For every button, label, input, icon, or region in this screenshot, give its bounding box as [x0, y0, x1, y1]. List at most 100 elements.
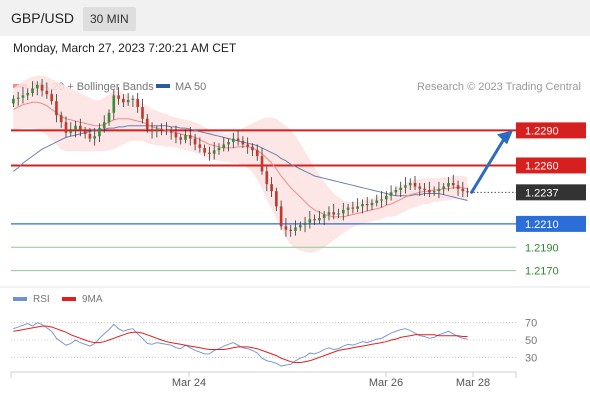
candle-body [408, 182, 412, 186]
candle-body [160, 129, 163, 131]
candle-body [117, 95, 120, 99]
x-tick-label: Mar 24 [172, 377, 206, 389]
level-tag-1.2237 [516, 184, 586, 201]
forecast-arrow-head [497, 130, 513, 145]
rsi-ma-legend-swatch [62, 297, 76, 301]
candle-body [284, 226, 288, 230]
price-tags: 1.2290 1.2260 1.2237 1.2210 1.2190 1.2170 [516, 122, 586, 278]
x-tick-label: Mar 26 [369, 377, 403, 389]
candle-body [456, 185, 460, 189]
candle-body [122, 98, 125, 103]
bollinger-band-fill [13, 75, 468, 254]
candle-body [404, 185, 407, 188]
candle-body [136, 98, 140, 108]
candle-body [399, 187, 402, 190]
rsi-legend-swatch [13, 297, 27, 301]
candle-body [232, 138, 235, 143]
candle-body [98, 128, 101, 137]
candle-body [451, 182, 455, 186]
candle-body [351, 207, 355, 209]
level-label-1.2260: 1.2260 [525, 160, 559, 172]
candle-body [413, 182, 417, 187]
candle-body [370, 202, 374, 206]
candle-body [437, 188, 441, 192]
candle-body [294, 227, 297, 231]
candle-body [155, 129, 159, 132]
candle-body [332, 212, 336, 215]
candle-body [236, 138, 240, 141]
candle-body [212, 150, 216, 154]
candle-body [208, 152, 211, 154]
candle-body [31, 88, 34, 93]
candle-body [380, 199, 383, 201]
candle-body [389, 192, 393, 196]
candle-body [432, 191, 436, 193]
rsi-line [13, 322, 468, 367]
candle-body [102, 122, 106, 129]
rsi-panel: 70 50 30 [11, 318, 537, 367]
candle-body [112, 95, 116, 113]
candle-body [337, 213, 340, 215]
candle-body [279, 206, 283, 227]
rsi-tick-30: 30 [525, 352, 537, 364]
candle-body [131, 98, 135, 100]
candle-body [394, 190, 398, 193]
candle-body [69, 130, 73, 133]
candle-body [179, 137, 183, 140]
candle-body [93, 136, 96, 139]
level-label-1.2210: 1.2210 [525, 219, 559, 231]
candle-body [45, 90, 49, 95]
candle-body [260, 156, 264, 172]
level-label-1.2237: 1.2237 [525, 187, 559, 199]
candle-body [217, 147, 221, 151]
candle-body [385, 195, 388, 200]
candle-body [375, 200, 379, 203]
level-tag-1.2260 [516, 157, 586, 174]
candle-body [50, 94, 53, 102]
candle-body [227, 142, 230, 145]
candle-body [275, 191, 278, 207]
candle-body [241, 140, 245, 145]
candle-body [64, 122, 68, 133]
candle-body [21, 95, 25, 98]
level-label-1.2170: 1.2170 [525, 266, 559, 278]
candle-body [346, 207, 350, 210]
candle-body [255, 150, 259, 157]
candle-body [74, 125, 77, 131]
candle-body [303, 222, 307, 226]
candle-body [174, 132, 178, 138]
candle-body [222, 144, 226, 148]
candle-body [418, 186, 422, 189]
candle-body [141, 107, 144, 119]
candle-body [88, 133, 92, 139]
x-tick-label: Mar 28 [456, 377, 490, 389]
candle-body [298, 225, 302, 228]
candle-body [193, 138, 197, 145]
rsi-tick-50: 50 [525, 335, 537, 347]
candle-body [107, 112, 111, 123]
candle-body [251, 146, 254, 151]
candle-body [327, 212, 331, 215]
forecast-arrow [470, 130, 513, 194]
candle-body [356, 206, 359, 209]
candle-body [270, 184, 273, 192]
candle-body [12, 98, 15, 104]
candle-body [83, 130, 87, 134]
forecast-arrow-shaft [470, 135, 507, 194]
candle-body [289, 229, 293, 231]
candle-body [150, 129, 154, 132]
candle-body [265, 171, 269, 185]
rsi-legend-label: RSI [33, 294, 50, 305]
candle-body [447, 182, 450, 187]
candle-body [461, 188, 465, 192]
candle-body [79, 125, 82, 131]
rsi-ma-legend-label: 9MA [82, 294, 103, 305]
candlesticks [12, 78, 469, 237]
candle-body [466, 191, 469, 193]
candle-body [126, 100, 130, 103]
candle-body [246, 144, 249, 147]
candle-body [35, 84, 39, 89]
timeframe-badge[interactable]: 30 MIN [83, 7, 136, 31]
candle-body [55, 101, 58, 116]
